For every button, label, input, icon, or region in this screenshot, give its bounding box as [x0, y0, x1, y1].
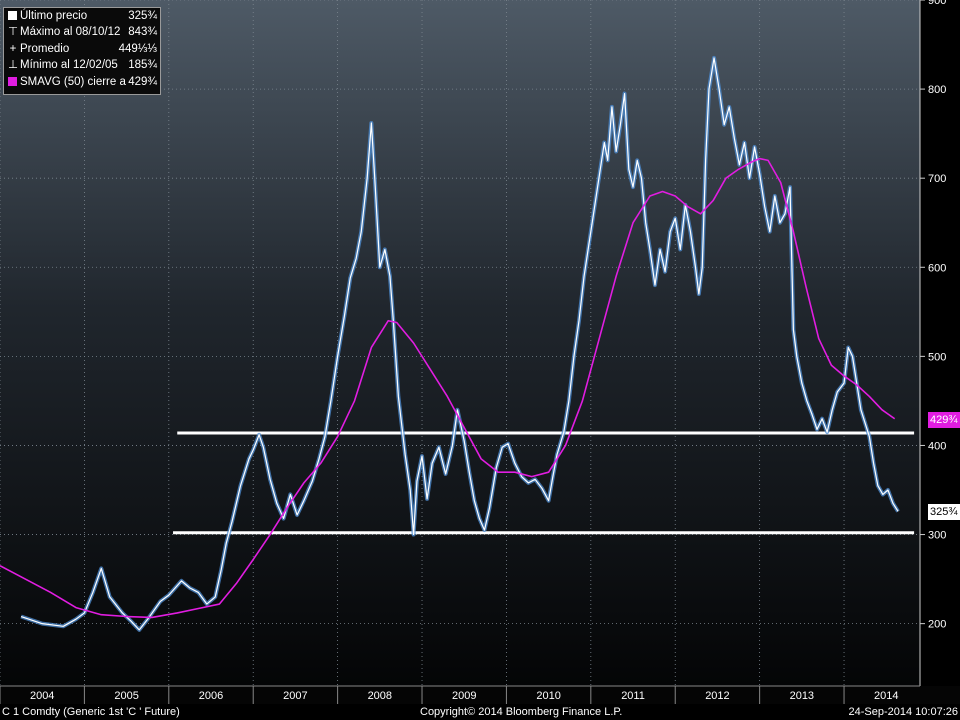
x-tick-label: 2014	[874, 690, 898, 702]
price-series-line	[20, 57, 899, 631]
footer-ticker: C 1 Comdty (Generic 1st 'C ' Future)	[2, 706, 180, 718]
x-tick-label: 2007	[283, 690, 307, 702]
x-tick-label: 2012	[705, 690, 729, 702]
y-tick-label: 900	[928, 0, 946, 7]
x-tick-label: 2008	[368, 690, 392, 702]
smavg-value-badge: 429¾	[928, 411, 960, 428]
legend-item-last-price: Último precio 325¾	[4, 8, 160, 24]
xaxis-background	[0, 686, 960, 704]
high-marker-icon: ⊤	[8, 26, 19, 39]
legend-item-average: + Promedio 449⅓⅓	[4, 41, 160, 57]
x-tick-label: 2010	[536, 690, 560, 702]
y-tick-label: 300	[928, 530, 946, 542]
y-tick-label: 400	[928, 440, 946, 452]
footer-timestamp: 24-Sep-2014 10:07:26	[848, 706, 958, 718]
legend-item-smavg: SMAVG (50) cierre a 429¾	[4, 74, 160, 90]
legend-item-high: ⊤ Máximo al 08/10/12 843¾	[4, 24, 160, 40]
white-square-icon	[8, 11, 17, 20]
plot-background	[0, 0, 920, 686]
support-resistance-lines	[173, 431, 915, 535]
y-tick-label: 600	[928, 262, 946, 274]
x-tick-label: 2004	[30, 690, 54, 702]
smavg-series-line	[0, 157, 896, 619]
legend-item-low: ⊥ Mínimo al 12/02/05 185¾	[4, 57, 160, 73]
x-tick-label: 2009	[452, 690, 476, 702]
x-tick-label: 2011	[621, 690, 645, 702]
footer-copyright: Copyright© 2014 Bloomberg Finance L.P.	[420, 706, 623, 718]
axis-background	[920, 0, 960, 686]
legend: Último precio 325¾ ⊤ Máximo al 08/10/12 …	[3, 7, 161, 95]
y-tick-label: 700	[928, 173, 946, 185]
series-lines	[0, 55, 900, 632]
y-tick-label: 200	[928, 619, 946, 631]
low-marker-icon: ⊥	[8, 59, 19, 72]
y-tick-label: 500	[928, 351, 946, 363]
x-tick-label: 2013	[790, 690, 814, 702]
y-tick-label: 800	[928, 84, 946, 96]
magenta-square-icon	[8, 76, 17, 86]
x-tick-label: 2005	[114, 690, 138, 702]
last-price-value-badge: 325¾	[928, 504, 960, 521]
y-axis: 200 300 400 500 600 700 800 900	[919, 0, 946, 686]
x-axis: 2004 2005 2006 2007 2008 2009 2010 2011 2012 2013…	[0, 685, 920, 704]
avg-marker-icon: +	[9, 42, 17, 55]
x-tick-label: 2006	[199, 690, 223, 702]
gridlines	[0, 0, 920, 686]
